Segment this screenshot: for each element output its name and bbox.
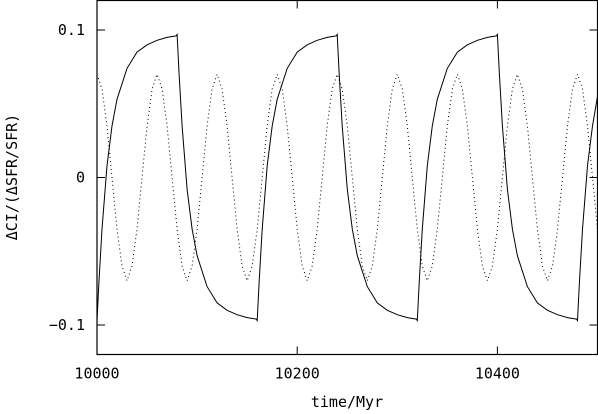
- x-axis-label: time/Myr: [311, 393, 383, 411]
- ticks-layer: 10000 10200 10400 0.1 0 −0.1: [49, 0, 598, 383]
- axes-frame: [96, 0, 598, 356]
- y-tick-label: 0.1: [58, 21, 85, 39]
- x-tick-label: 10200: [275, 365, 320, 383]
- series-line-solid: [96, 32, 598, 323]
- y-axis-label: ΔCI/(ΔSFR/SFR): [3, 114, 21, 240]
- x-tick-label: 10000: [74, 365, 119, 383]
- y-tick-label: 0: [76, 169, 85, 187]
- series-layer: [96, 32, 598, 323]
- y-tick-label: −0.1: [49, 316, 85, 334]
- series-line-dotted: [96, 72, 598, 283]
- x-tick-label: 10400: [475, 365, 520, 383]
